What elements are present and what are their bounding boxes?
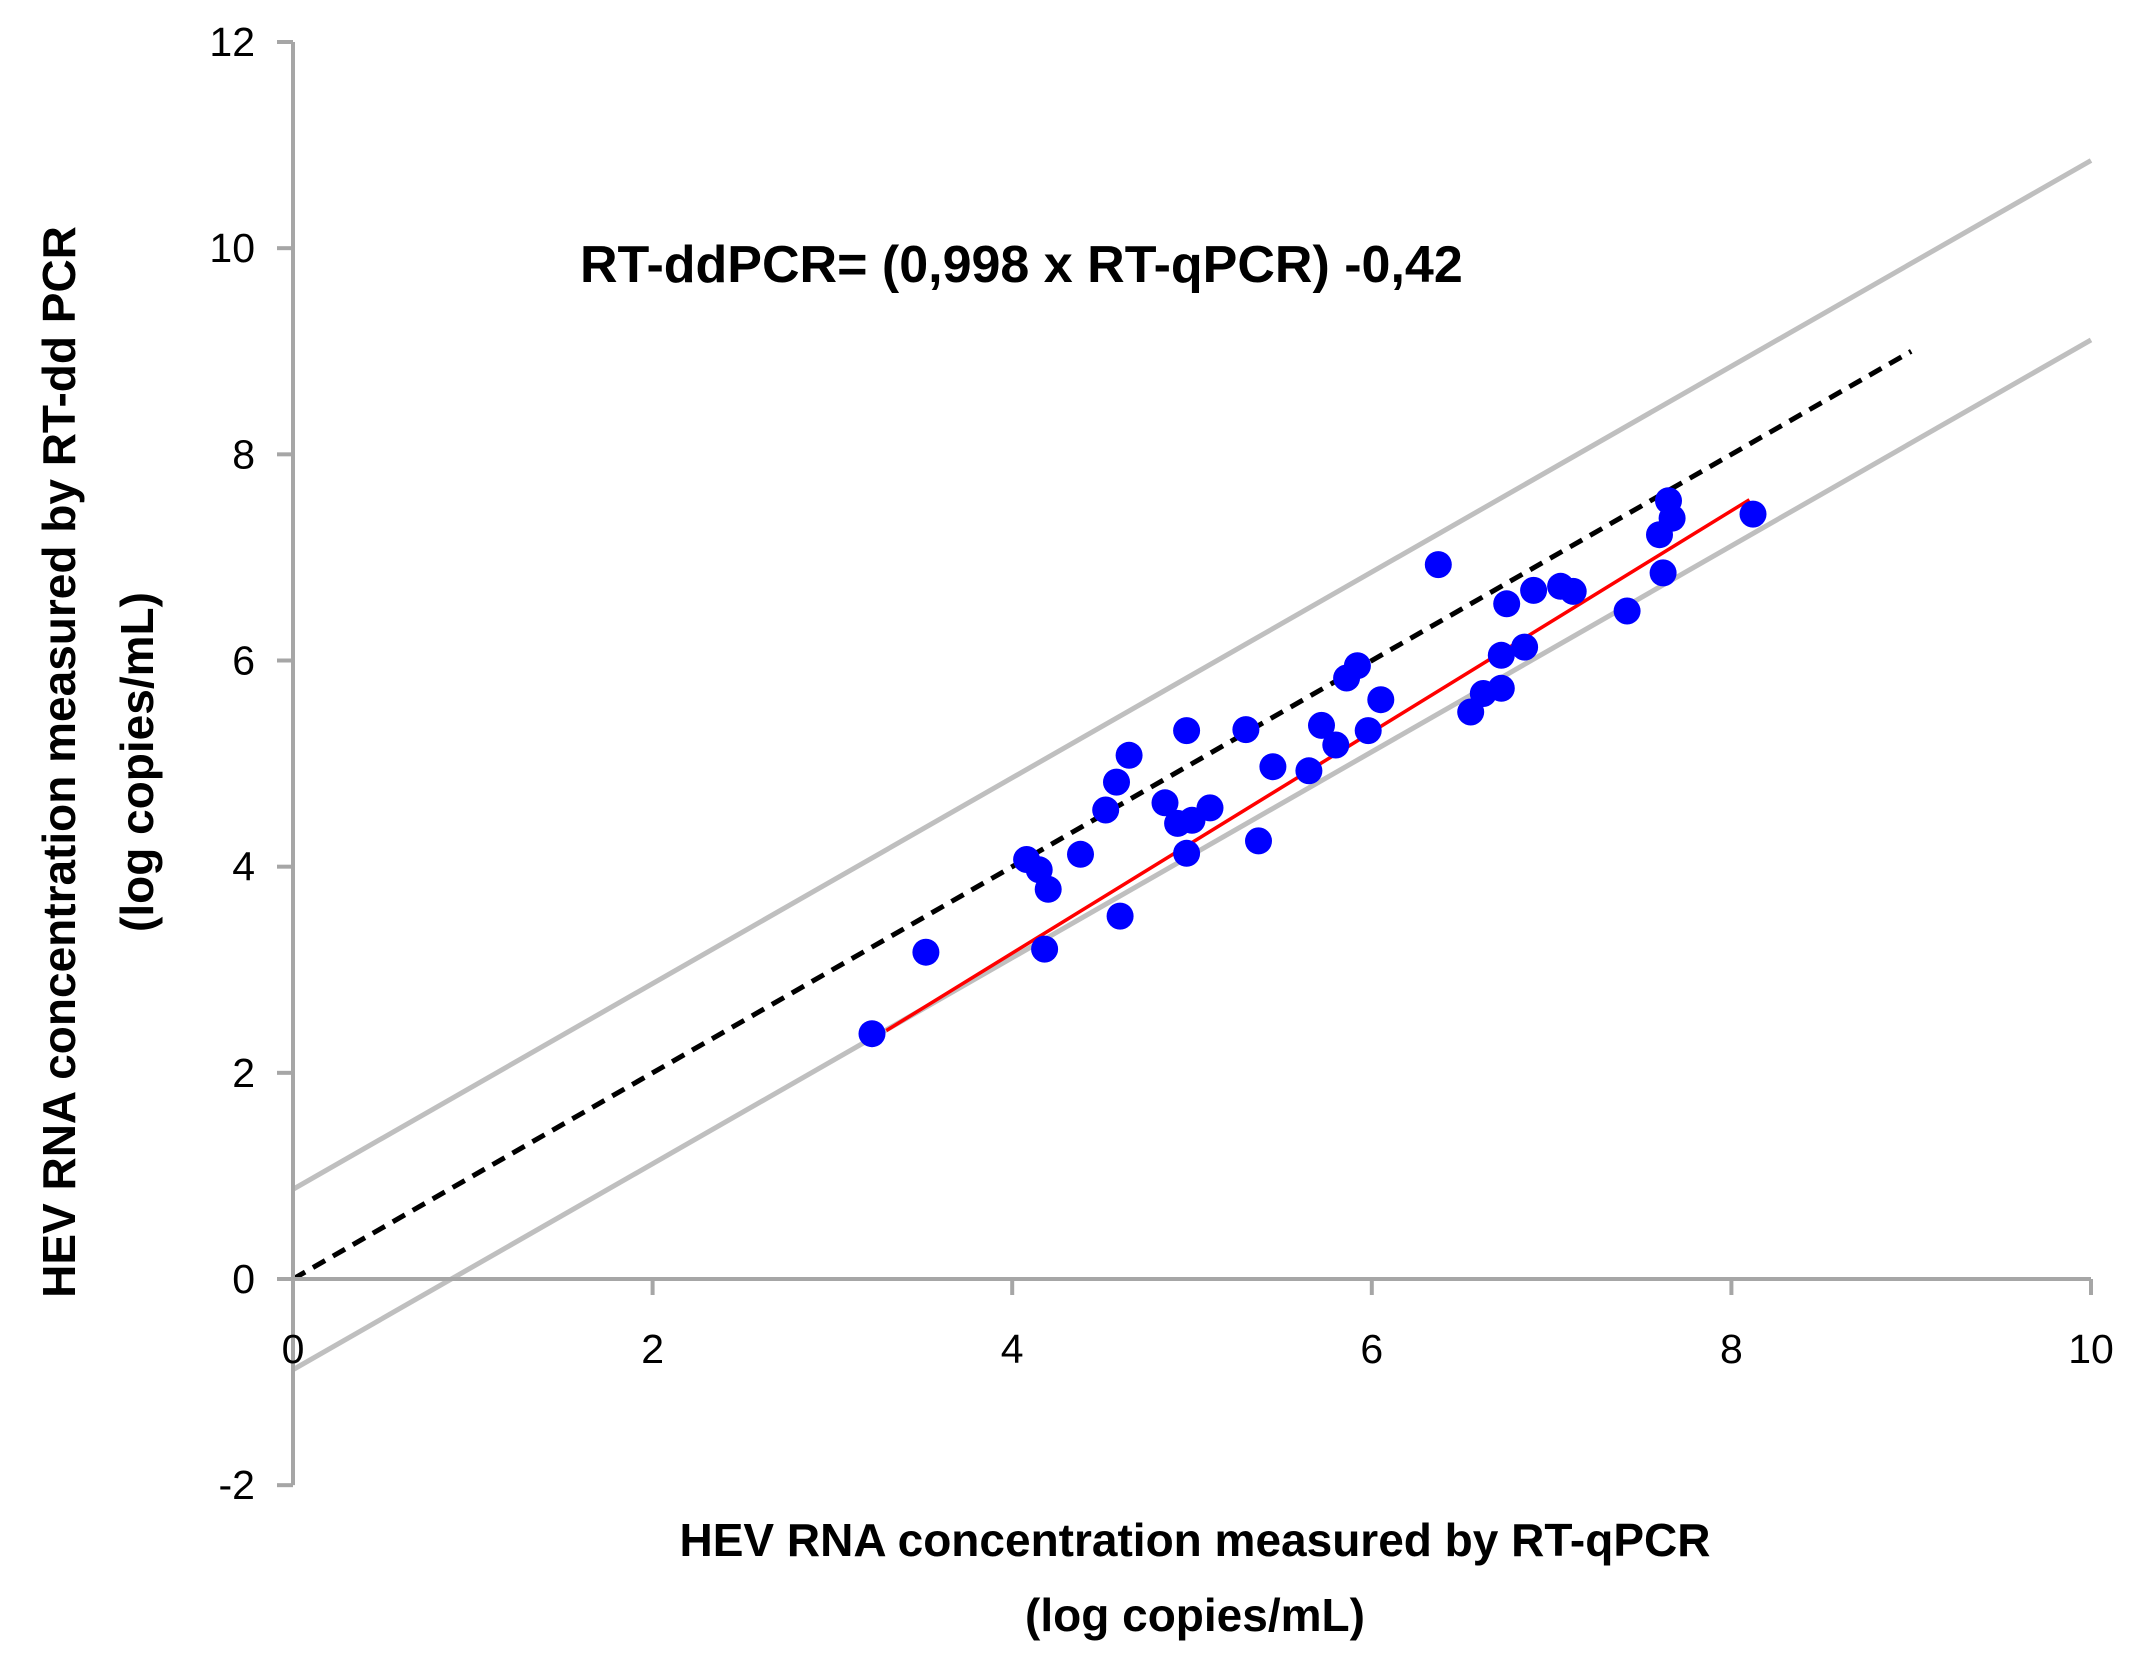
data-point (1424, 551, 1452, 579)
y-axis-title-line-2: (log copies/mL) (111, 592, 163, 932)
reference-lines (291, 158, 2093, 1372)
y-tick-label: 0 (232, 1256, 255, 1302)
y-tick-label: 2 (232, 1050, 255, 1096)
data-point (1259, 753, 1287, 781)
data-point (1511, 633, 1539, 661)
x-tick-label: 8 (1720, 1326, 1743, 1372)
y-tick-label: 8 (232, 431, 255, 477)
data-point (1173, 717, 1201, 745)
data-point (1245, 827, 1272, 855)
x-tick-label: 2 (641, 1326, 664, 1372)
data-point (1493, 590, 1521, 618)
x-tick-label: 0 (282, 1326, 305, 1372)
data-point (1031, 935, 1059, 963)
y-tick-label: 12 (209, 19, 255, 65)
data-point (1196, 794, 1224, 822)
data-point (912, 938, 940, 966)
regression-equation: RT-ddPCR= (0,998 x RT-qPCR) -0,42 (580, 236, 1463, 294)
x-tick-label: 4 (1001, 1326, 1024, 1372)
y-tick-label: -2 (219, 1462, 255, 1508)
x-tick-label: 6 (1360, 1326, 1383, 1372)
data-point (1658, 504, 1686, 532)
data-point (1103, 768, 1130, 796)
data-point (858, 1020, 886, 1048)
data-point (1173, 839, 1201, 867)
y-tick-label: 4 (232, 844, 255, 890)
data-point (1487, 674, 1515, 702)
data-point (1559, 577, 1587, 605)
limit-of-agreement-line (291, 158, 2093, 1192)
data-point (1367, 686, 1395, 714)
data-point (1613, 597, 1641, 625)
x-axis-title-line-1: HEV RNA concentration measured by RT-qPC… (680, 1514, 1711, 1566)
data-point (1067, 840, 1094, 868)
data-point (1322, 731, 1350, 759)
y-axis-title-line-1: HEV RNA concentration measured by RT-dd … (33, 226, 85, 1298)
data-point (1739, 500, 1767, 528)
y-tick-label: 6 (232, 638, 255, 684)
data-point (1487, 641, 1515, 669)
data-point (1649, 559, 1677, 587)
data-point (1092, 796, 1120, 824)
data-point (1115, 741, 1143, 769)
axes (277, 40, 2093, 1488)
data-point (1343, 652, 1371, 680)
y-tick-label: 10 (209, 225, 255, 271)
data-point (1232, 716, 1260, 744)
data-point (1295, 757, 1323, 785)
data-point (1354, 717, 1382, 745)
data-points (858, 487, 1767, 1048)
data-point (1151, 789, 1179, 817)
tick-labels: -2 0 2 4 6 8 10 12 0 2 4 6 8 10 (209, 19, 2113, 1508)
x-axis-title-line-2: (log copies/mL) (1025, 1589, 1365, 1641)
data-point (1308, 711, 1335, 739)
data-point (1106, 902, 1134, 930)
data-point (1520, 576, 1548, 604)
data-point (1034, 875, 1062, 903)
x-tick-label: 10 (2068, 1326, 2114, 1372)
